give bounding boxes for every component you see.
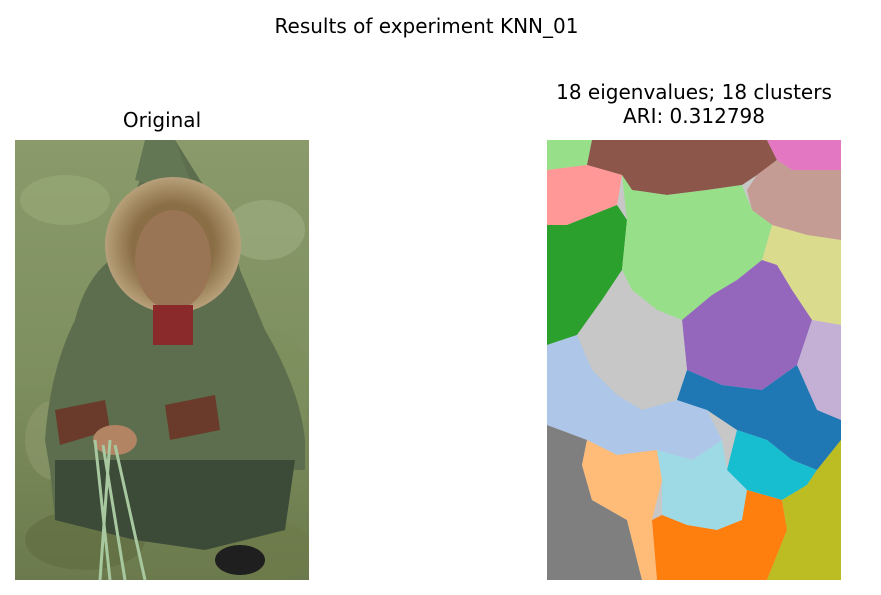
segmentation-map <box>547 140 841 580</box>
cluster-region <box>547 335 722 460</box>
plaid-shirt <box>153 305 193 345</box>
cluster-region <box>547 425 642 580</box>
segmentation-title-eigenvalues: 18 eigenvalues; 18 clusters <box>556 80 832 104</box>
fishing-net <box>93 439 147 580</box>
cluster-region <box>577 270 687 410</box>
face <box>135 210 211 310</box>
segmentation-title-ari: ARI: 0.312798 <box>622 104 765 128</box>
boot <box>215 545 265 575</box>
cluster-region <box>797 320 841 420</box>
cluster-region <box>767 440 841 580</box>
cluster-region <box>682 260 812 390</box>
segmentation-title: 18 eigenvalues; 18 clusters ARI: 0.31279… <box>494 80 881 128</box>
cluster-region <box>767 140 841 170</box>
figure-suptitle: Results of experiment KNN_01 <box>274 14 579 38</box>
original-image <box>15 140 309 580</box>
cluster-region <box>727 430 817 500</box>
original-image-title: Original <box>122 108 202 132</box>
segmentation-image <box>547 140 841 580</box>
cluster-region <box>622 175 772 320</box>
cluster-region <box>652 490 787 580</box>
cluster-region <box>547 140 592 170</box>
cluster-region <box>582 440 662 580</box>
original-photo-drawing <box>15 140 309 580</box>
hood-tip <box>135 140 190 188</box>
cluster-region <box>587 140 777 195</box>
cluster-region <box>657 440 747 530</box>
cluster-region <box>762 225 841 325</box>
cluster-region <box>677 365 841 470</box>
cluster-region <box>547 205 627 345</box>
cluster-region <box>547 165 622 225</box>
cluster-region <box>747 160 841 240</box>
